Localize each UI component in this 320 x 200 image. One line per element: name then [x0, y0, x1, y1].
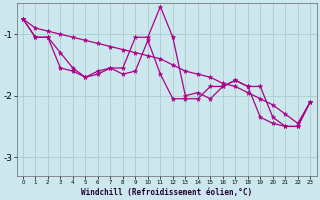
X-axis label: Windchill (Refroidissement éolien,°C): Windchill (Refroidissement éolien,°C) [81, 188, 252, 197]
